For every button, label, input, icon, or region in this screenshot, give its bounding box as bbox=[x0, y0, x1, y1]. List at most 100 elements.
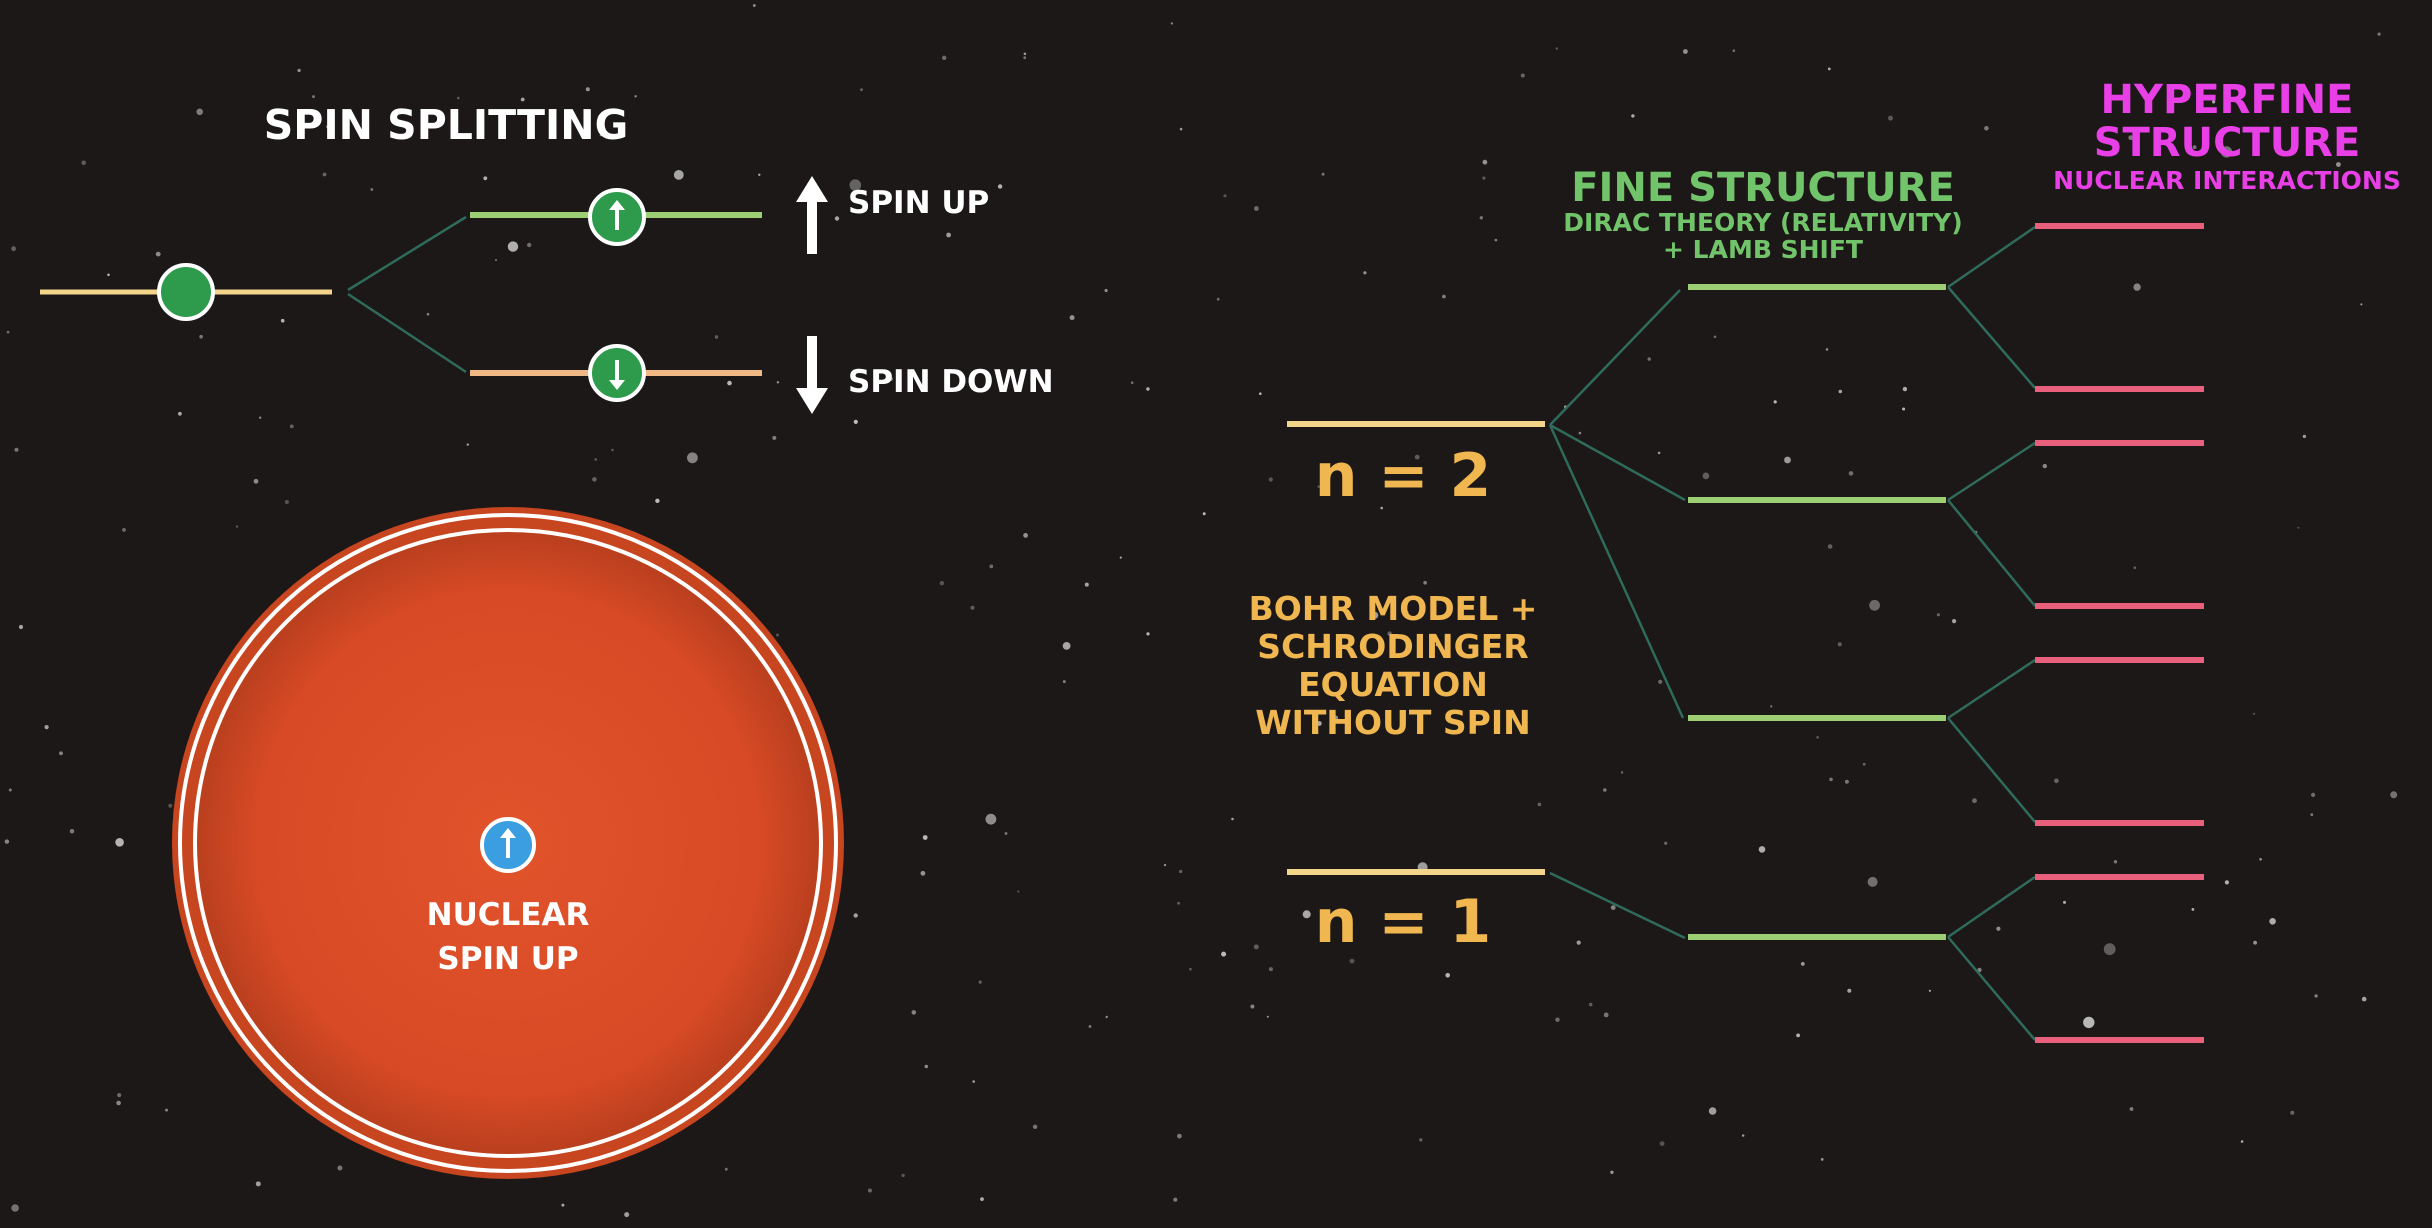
star bbox=[1179, 869, 1183, 874]
star bbox=[2063, 900, 2066, 904]
connector-n1 bbox=[1549, 871, 1686, 940]
star bbox=[911, 1010, 917, 1015]
star bbox=[1062, 680, 1066, 684]
arrow-down-icon bbox=[796, 336, 828, 414]
star bbox=[2212, 100, 2216, 104]
star bbox=[1784, 456, 1791, 464]
star bbox=[1829, 777, 1833, 782]
fine-structure-subtitle-line1: DIRAC THEORY (RELATIVITY) bbox=[1563, 208, 1963, 237]
star bbox=[4, 839, 10, 844]
star bbox=[1588, 1002, 1593, 1007]
fine-structure-levels bbox=[1688, 284, 1946, 940]
star bbox=[107, 273, 110, 277]
electron-ground bbox=[157, 263, 215, 321]
star bbox=[1713, 335, 1717, 339]
star bbox=[1414, 454, 1420, 460]
star bbox=[1221, 951, 1227, 957]
star bbox=[1631, 114, 1635, 118]
star bbox=[495, 259, 497, 262]
star bbox=[776, 381, 780, 384]
star bbox=[2290, 1110, 2295, 1115]
star bbox=[1146, 387, 1150, 391]
star bbox=[2377, 32, 2381, 36]
star bbox=[155, 251, 161, 257]
star bbox=[8, 788, 12, 792]
star bbox=[1254, 206, 1259, 211]
star bbox=[259, 416, 262, 419]
star bbox=[673, 170, 684, 180]
star bbox=[2191, 908, 2195, 911]
energy-level-diagram bbox=[1287, 223, 2204, 1043]
star bbox=[1088, 1025, 1092, 1028]
star bbox=[2042, 463, 2048, 469]
hyperfine-levels bbox=[2035, 223, 2204, 1043]
star bbox=[1996, 926, 2001, 931]
nuclear-spin-label-line2: SPIN UP bbox=[437, 941, 579, 977]
connectors-n2 bbox=[1548, 289, 1686, 719]
star bbox=[1888, 115, 1893, 121]
star bbox=[624, 1212, 630, 1218]
star bbox=[1796, 1033, 1800, 1038]
star bbox=[2097, 131, 2101, 135]
star bbox=[255, 1181, 261, 1187]
star bbox=[752, 4, 756, 7]
star bbox=[2297, 526, 2300, 529]
star bbox=[1555, 47, 1558, 50]
star bbox=[2224, 880, 2229, 885]
star bbox=[727, 380, 732, 386]
connector-down bbox=[347, 292, 467, 374]
star bbox=[1405, 610, 1409, 614]
star bbox=[2133, 283, 2141, 291]
star bbox=[1610, 1170, 1614, 1175]
star bbox=[1984, 126, 1989, 131]
star bbox=[165, 1108, 168, 1112]
star bbox=[1023, 533, 1028, 538]
star bbox=[2223, 170, 2227, 174]
star bbox=[1603, 1012, 1609, 1018]
star bbox=[1105, 1015, 1108, 1019]
star bbox=[989, 564, 994, 569]
star bbox=[1658, 679, 1663, 684]
star bbox=[2083, 1016, 2095, 1029]
spin-splitting-title: SPIN SPLITTING bbox=[263, 101, 629, 149]
fine-structure-subtitle-line2: + LAMB SHIFT bbox=[1663, 235, 1863, 264]
star bbox=[1130, 381, 1134, 385]
star bbox=[44, 725, 49, 730]
star bbox=[1718, 247, 1723, 252]
star bbox=[1555, 1017, 1560, 1022]
star bbox=[594, 458, 598, 461]
n2-label: n = 2 bbox=[1314, 441, 1492, 511]
star bbox=[1902, 407, 1906, 411]
star bbox=[1482, 176, 1486, 180]
star bbox=[946, 232, 951, 238]
star bbox=[1647, 357, 1651, 361]
star bbox=[772, 435, 777, 440]
star bbox=[1578, 431, 1582, 435]
connectors-hyperfine bbox=[1947, 225, 2036, 1041]
star bbox=[2103, 943, 2116, 956]
star bbox=[924, 1064, 928, 1069]
star bbox=[1119, 556, 1122, 559]
star bbox=[1664, 841, 1668, 845]
star bbox=[2269, 918, 2276, 925]
star bbox=[2129, 1107, 2134, 1111]
star bbox=[1820, 1158, 1824, 1161]
star bbox=[2360, 303, 2363, 306]
star bbox=[426, 312, 430, 316]
star bbox=[1017, 890, 1020, 893]
arrow-up-icon bbox=[796, 176, 828, 254]
star bbox=[1062, 642, 1071, 650]
star bbox=[1268, 967, 1273, 972]
star bbox=[1576, 940, 1581, 945]
connector-up bbox=[347, 215, 467, 292]
star bbox=[2113, 860, 2118, 864]
bohr-label-line4: WITHOUT SPIN bbox=[1255, 703, 1531, 742]
star bbox=[942, 55, 947, 60]
star bbox=[297, 68, 301, 73]
star bbox=[939, 581, 945, 586]
hyperfine-subtitle: NUCLEAR INTERACTIONS bbox=[2053, 166, 2401, 195]
star bbox=[1349, 958, 1355, 964]
bohr-label-line2: SCHRODINGER bbox=[1257, 627, 1529, 666]
star bbox=[1708, 1107, 1717, 1115]
star bbox=[1380, 506, 1383, 510]
